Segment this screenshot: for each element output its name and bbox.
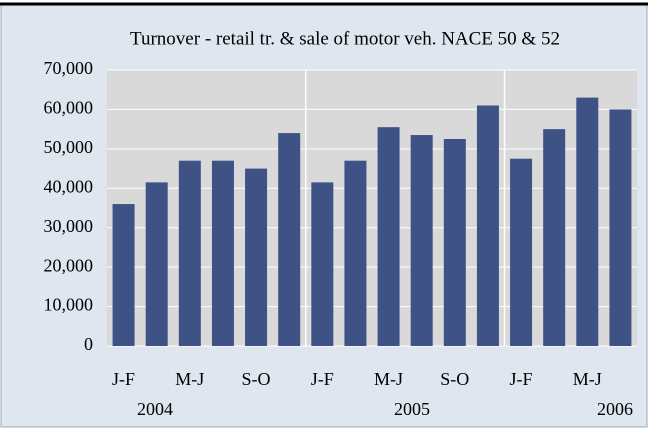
year-label: 2004 [137,399,173,419]
y-tick-label: 60,000 [44,98,94,118]
bar [278,133,301,346]
bar [344,160,367,346]
bar [112,204,135,346]
year-label: 2006 [597,399,633,419]
bar [609,109,632,346]
x-tick-label: S-O [440,369,469,389]
bar [476,105,499,346]
x-tick-label: J-F [311,369,334,389]
bar [178,160,201,346]
y-tick-label: 30,000 [44,216,94,236]
bar [211,160,234,346]
bar [510,158,533,346]
y-tick-label: 40,000 [44,176,94,196]
x-tick-label: M-J [374,369,403,389]
y-tick-label: 20,000 [44,255,94,275]
y-tick-label: 50,000 [44,137,94,157]
bar [377,127,400,347]
chart-title: Turnover - retail tr. & sale of motor ve… [130,28,560,49]
y-tick-label: 70,000 [44,58,94,78]
year-label: 2005 [394,399,430,419]
x-tick-label: J-F [510,369,533,389]
bar [543,129,566,346]
x-tick-label: S-O [242,369,271,389]
bar [443,139,466,346]
bar [410,135,433,346]
x-tick-label: J-F [112,369,135,389]
x-tick-label: M-J [175,369,204,389]
y-tick-label: 0 [84,334,93,354]
bar [311,182,334,346]
x-tick-label: M-J [573,369,602,389]
bar [245,168,268,346]
bar [576,97,599,346]
y-tick-label: 10,000 [44,295,94,315]
bar [145,182,168,346]
